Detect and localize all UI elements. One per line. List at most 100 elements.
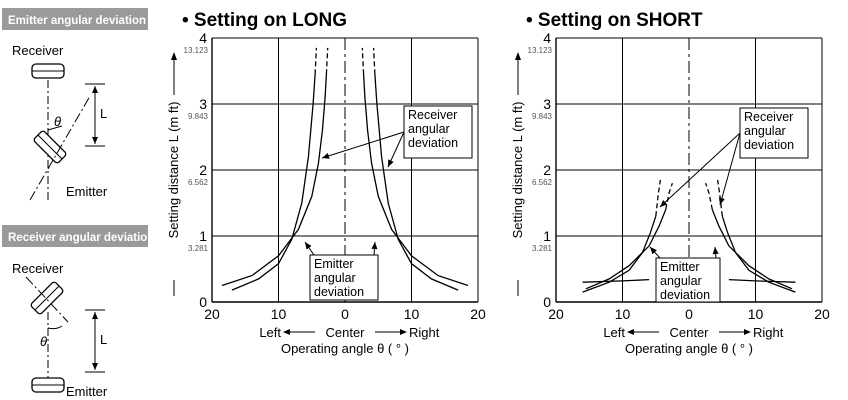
annotation-arrowhead bbox=[712, 247, 719, 255]
x-tick-label: 20 bbox=[548, 306, 564, 322]
direction-left: Left bbox=[603, 325, 625, 340]
series-receiver-right-dashed bbox=[704, 182, 713, 210]
annotation-arrowhead bbox=[660, 200, 668, 207]
emitter-deviation-panel: Emitter angular deviation Receiver θ L E… bbox=[2, 8, 148, 201]
arrow-left-head bbox=[283, 329, 290, 335]
series-flat-right-solid bbox=[728, 278, 796, 283]
x-tick-label: 0 bbox=[685, 306, 693, 322]
series-receiver-left-solid bbox=[585, 209, 667, 290]
y-tick-sublabel: 6.562 bbox=[532, 178, 553, 187]
arrow-right-head bbox=[744, 329, 751, 335]
annotation-text: Emitter bbox=[660, 260, 700, 274]
arrow-right-head bbox=[400, 329, 407, 335]
emitter-label: Emitter bbox=[66, 184, 108, 199]
annotation-leader bbox=[321, 131, 405, 159]
annotation-text: angular bbox=[408, 122, 450, 136]
y-tick-sublabel: 13.123 bbox=[184, 46, 209, 55]
x-tick-label: 10 bbox=[615, 306, 631, 322]
x-axis-title: Operating angle θ ( ° ) bbox=[281, 341, 409, 356]
x-axis-title: Operating angle θ ( ° ) bbox=[625, 341, 753, 356]
annotation-text: deviation bbox=[660, 288, 710, 302]
x-tick-label: 20 bbox=[470, 306, 486, 322]
panel-header-bg bbox=[2, 8, 148, 30]
annotation-box bbox=[403, 105, 473, 159]
annotation-arrowhead bbox=[322, 153, 330, 159]
annotation-arrowhead bbox=[371, 242, 378, 250]
series-emitter-left-dashed bbox=[314, 47, 318, 75]
annotation-box bbox=[309, 254, 379, 301]
receiver-icon bbox=[31, 63, 65, 79]
y-tick-sublabel: 13.123 bbox=[528, 46, 553, 55]
annotation-text: angular bbox=[744, 124, 786, 138]
series-emitter-left-dashed bbox=[655, 179, 662, 217]
annotation-box bbox=[655, 257, 721, 303]
annotation-text: Receiver bbox=[744, 110, 793, 124]
y-axis-arrow-head bbox=[515, 52, 521, 60]
direction-right: Right bbox=[409, 325, 440, 340]
arrow-left-head bbox=[627, 329, 634, 335]
series-receiver-right-solid bbox=[711, 209, 793, 290]
direction-left: Left bbox=[259, 325, 281, 340]
annotation-text: Receiver bbox=[408, 108, 457, 122]
y-tick-label: 1 bbox=[543, 228, 551, 244]
annotation-arrowhead bbox=[305, 242, 312, 250]
panel-header-text: Receiver angular deviation bbox=[8, 232, 154, 244]
theta-arc bbox=[47, 325, 63, 330]
chart-long: • Setting on LONG 0 13.281 26.562 39.843 413.… bbox=[166, 10, 486, 356]
series-receiver-left-dashed bbox=[325, 47, 329, 75]
y-axis-label: Setting distance L (m ft) bbox=[166, 102, 181, 239]
y-tick-label: 0 bbox=[199, 294, 207, 310]
direction-center: Center bbox=[325, 325, 365, 340]
chart-title: • Setting on LONG bbox=[182, 10, 347, 31]
chart-short: • Setting on SHORT 0 13.281 26.562 39.843 413… bbox=[510, 10, 830, 356]
annotation-arrowhead bbox=[718, 197, 725, 205]
theta-symbol: θ bbox=[54, 114, 61, 129]
series-emitter-right-solid bbox=[721, 216, 796, 293]
series-flat-left-solid bbox=[582, 278, 650, 283]
receiver-label: Receiver bbox=[12, 43, 64, 58]
receiver-icon bbox=[30, 281, 64, 315]
annotation-leader bbox=[659, 132, 741, 208]
emitter-label: Emitter bbox=[66, 384, 108, 399]
direction-right: Right bbox=[753, 325, 784, 340]
y-tick-label: 1 bbox=[199, 228, 207, 244]
series-receiver-left-solid bbox=[221, 74, 328, 287]
annotation-text: deviation bbox=[744, 138, 794, 152]
annotation-arrowhead bbox=[650, 247, 657, 255]
emitter-icon bbox=[31, 377, 65, 393]
series-emitter-left-solid bbox=[582, 215, 657, 293]
panel-header-bg bbox=[2, 225, 148, 247]
series-emitter-right-solid bbox=[374, 74, 459, 291]
series-emitter-right-dashed bbox=[716, 179, 723, 217]
receiver-deviation-panel: Receiver angular deviation Receiver θ L … bbox=[2, 225, 154, 399]
annotation-arrowhead bbox=[388, 159, 394, 167]
y-axis-label: Setting distance L (m ft) bbox=[510, 102, 525, 239]
distance-symbol: L bbox=[100, 332, 107, 347]
panel-header-text: Emitter angular deviation bbox=[8, 15, 146, 27]
y-tick-label: 4 bbox=[199, 30, 207, 46]
receiver-label: Receiver bbox=[12, 261, 64, 276]
y-tick-sublabel: 3.281 bbox=[532, 244, 553, 253]
x-tick-label: 10 bbox=[271, 306, 287, 322]
series-receiver-right-dashed bbox=[361, 47, 365, 75]
y-tick-sublabel: 9.843 bbox=[532, 112, 553, 121]
annotation-box bbox=[739, 107, 809, 159]
series-emitter-left-solid bbox=[231, 74, 316, 291]
y-tick-sublabel: 9.843 bbox=[188, 112, 209, 121]
y-tick-label: 3 bbox=[543, 96, 551, 112]
emitter-icon bbox=[33, 130, 67, 164]
annotation-text: Emitter bbox=[314, 257, 354, 271]
distance-dimension bbox=[85, 83, 105, 147]
y-axis-arrow-head bbox=[171, 52, 177, 60]
distance-symbol: L bbox=[100, 106, 107, 121]
x-tick-label: 20 bbox=[204, 306, 220, 322]
annotation-leader bbox=[719, 132, 741, 206]
direction-center: Center bbox=[669, 325, 709, 340]
series-emitter-right-dashed bbox=[372, 47, 376, 75]
series-receiver-left-dashed bbox=[665, 182, 674, 210]
annotation-text: angular bbox=[660, 274, 702, 288]
x-tick-label: 20 bbox=[814, 306, 830, 322]
annotation-text: deviation bbox=[408, 136, 458, 150]
x-tick-label: 10 bbox=[404, 306, 420, 322]
